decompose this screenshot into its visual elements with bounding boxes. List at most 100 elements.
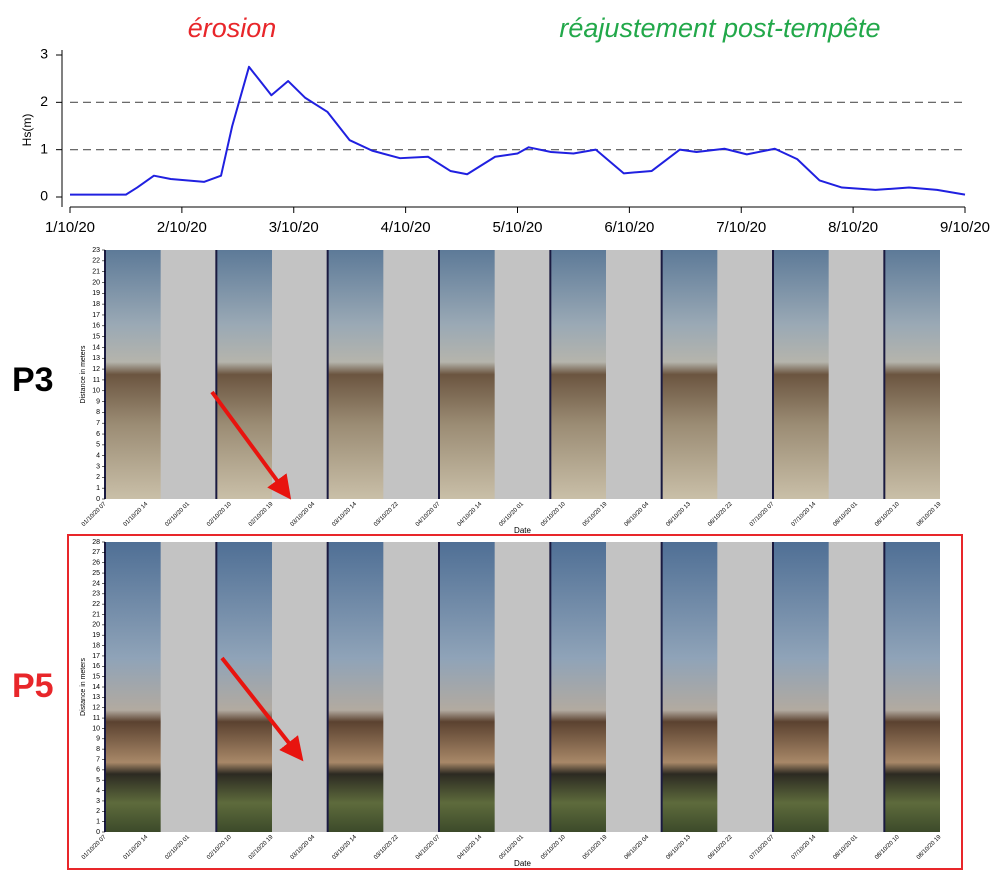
x-tick-label: 01/10/20 07: [81, 501, 108, 528]
x-tick-label: 07/10/20 07: [749, 501, 776, 528]
x-tick-label: 04/10/20 07: [415, 501, 442, 528]
y-tick-label: 4: [96, 453, 100, 460]
y-tick-label: 14: [92, 344, 100, 351]
y-tick-label: 1: [96, 818, 100, 825]
y-tick-label: 10: [92, 725, 100, 732]
x-tick-label: 06/10/20 22: [707, 834, 734, 861]
y-tick-label: 8: [96, 746, 100, 753]
x-tick-label: 08/10/20 01: [832, 834, 859, 861]
x-tick-label: 4/10/20: [381, 219, 431, 236]
x-tick-label: 02/10/20 01: [164, 501, 191, 528]
x-tick-label: 07/10/20 07: [749, 834, 776, 861]
x-tick-label: 04/10/20 14: [457, 834, 484, 861]
y-tick-label: 13: [92, 355, 100, 362]
y-tick-label: 22: [92, 258, 100, 265]
y-tick-label: 23: [92, 247, 100, 254]
y-tick-label: 21: [92, 611, 100, 618]
x-tick-label: 06/10/20 13: [665, 834, 692, 861]
timestack-strip: [884, 542, 940, 832]
y-tick-label: 28: [92, 539, 100, 546]
y-tick-label: 1: [96, 485, 100, 492]
x-tick-label: 08/10/20 01: [832, 501, 859, 528]
x-tick-label: 03/10/20 22: [373, 834, 400, 861]
y-tick-label: 11: [93, 377, 100, 384]
y-tick-label: 25: [92, 570, 100, 577]
y-tick-label: 5: [96, 777, 100, 784]
y-tick-label: 27: [92, 549, 100, 556]
y-tick-label: 21: [92, 268, 100, 275]
timestack-strip: [328, 542, 384, 832]
x-tick-label: 08/10/20 10: [874, 501, 901, 528]
x-tick-label: 02/10/20 01: [164, 834, 191, 861]
y-tick-label: 6: [96, 431, 100, 438]
x-tick-label: 02/10/20 10: [206, 834, 233, 861]
annotation: érosion: [188, 13, 277, 43]
wave-chart: érosion réajustement post-tempête Hs(m) 0 1 2…: [20, 13, 990, 236]
x-tick-label: 08/10/20 19: [916, 834, 943, 861]
x-axis-label: Date: [514, 859, 531, 868]
timestack-strip: [662, 250, 718, 499]
x-tick-label: 05/10/20 10: [540, 501, 567, 528]
y-tick-label: 13: [92, 694, 100, 701]
wave-height-line: [70, 67, 965, 195]
y-tick-label: 2: [40, 93, 48, 109]
x-tick-label: 08/10/20 19: [916, 501, 943, 528]
y-tick-label: 15: [92, 673, 100, 680]
x-tick-label: 5/10/20: [492, 219, 542, 236]
x-tick-label: 03/10/20 04: [290, 834, 317, 861]
x-tick-label: 02/10/20 10: [206, 501, 233, 528]
y-tick-label: 15: [92, 333, 100, 340]
y-tick-label: 26: [92, 560, 100, 567]
y-tick-label: 23: [92, 591, 100, 598]
x-tick-label: 2/10/20: [157, 219, 207, 236]
x-tick-label: 03/10/20 04: [290, 501, 317, 528]
timestack-strip: [773, 250, 829, 499]
y-axis-label: Distance in meters: [80, 658, 87, 716]
y-tick-label: 10: [92, 388, 100, 395]
y-tick-label: 14: [92, 684, 100, 691]
y-tick-label: 9: [96, 736, 100, 743]
x-tick-label: 05/10/20 19: [582, 501, 609, 528]
y-tick-label: 12: [92, 366, 100, 373]
x-tick-label: 07/10/20 14: [791, 501, 818, 528]
x-tick-label: 6/10/20: [604, 219, 654, 236]
annotation: réajustement post-tempête: [559, 13, 880, 43]
y-tick-label: 24: [92, 580, 100, 587]
y-tick-label: 22: [92, 601, 100, 608]
x-tick-label: 1/10/20: [45, 219, 95, 236]
x-tick-label: 05/10/20 19: [582, 834, 609, 861]
x-tick-label: 06/10/20 04: [624, 834, 651, 861]
x-tick-label: 05/10/20 01: [498, 501, 525, 528]
y-axis-label: Distance in meters: [80, 345, 87, 403]
x-tick-label: 3/10/20: [269, 219, 319, 236]
y-tick-label: 19: [92, 290, 100, 297]
y-tick-label: 3: [96, 463, 100, 470]
y-tick-label: 1: [40, 140, 48, 156]
y-tick-label: 20: [92, 279, 100, 286]
timestacks: 01234567891011121314151617181920212223Di…: [12, 247, 943, 868]
y-tick-label: 6: [96, 767, 100, 774]
y-tick-label: 18: [92, 301, 100, 308]
y-tick-label: 7: [96, 756, 100, 763]
x-axis-label: Date: [514, 526, 531, 535]
x-tick-label: 01/10/20 14: [123, 501, 150, 528]
y-tick-label: 2: [96, 474, 100, 481]
y-tick-label: 18: [92, 642, 100, 649]
y-tick-label: 12: [92, 705, 100, 712]
x-tick-label: 04/10/20 14: [457, 501, 484, 528]
y-tick-label: 16: [92, 323, 100, 330]
y-tick-label: 0: [40, 188, 48, 204]
y-tick-label: 16: [92, 663, 100, 670]
x-tick-label: 9/10/20: [940, 219, 990, 236]
timestack-strip: [105, 542, 161, 832]
y-tick-label: 17: [92, 653, 100, 660]
x-tick-label: 06/10/20 04: [624, 501, 651, 528]
figure: érosionréajustement post-tempêteHs(m)012…: [0, 0, 994, 870]
x-tick-label: 05/10/20 10: [540, 834, 567, 861]
panel-label: P5: [12, 667, 54, 705]
y-tick-label: 0: [96, 496, 100, 503]
y-axis-label: Hs(m): [20, 114, 34, 147]
timestack-strip: [884, 250, 940, 499]
timestack-strip: [662, 542, 718, 832]
timestack-strip: [550, 250, 606, 499]
